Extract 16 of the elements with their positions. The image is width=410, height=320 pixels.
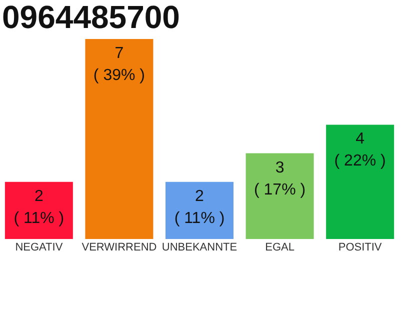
- data-label: 2 ( 11% ): [174, 188, 225, 227]
- chart-title: 0964485700: [2, 0, 180, 35]
- bar: [246, 153, 314, 239]
- x-tick-label: NEGATIV: [15, 242, 64, 254]
- x-tick-label: POSITIV: [338, 242, 382, 254]
- bar: [4, 182, 73, 239]
- x-tick-label: VERWIRREND: [82, 242, 157, 254]
- data-label: 3 ( 17% ): [254, 159, 306, 198]
- data-label: 4 ( 22% ): [334, 130, 386, 170]
- data-label: 7 ( 39% ): [93, 45, 146, 84]
- bar: [85, 39, 154, 239]
- x-tick-label: UNBEKANNTE: [162, 242, 238, 254]
- bar: [326, 124, 394, 239]
- data-label: 2 ( 11% ): [14, 188, 64, 227]
- x-tick-label: EGAL: [265, 242, 294, 254]
- bar: [166, 182, 234, 239]
